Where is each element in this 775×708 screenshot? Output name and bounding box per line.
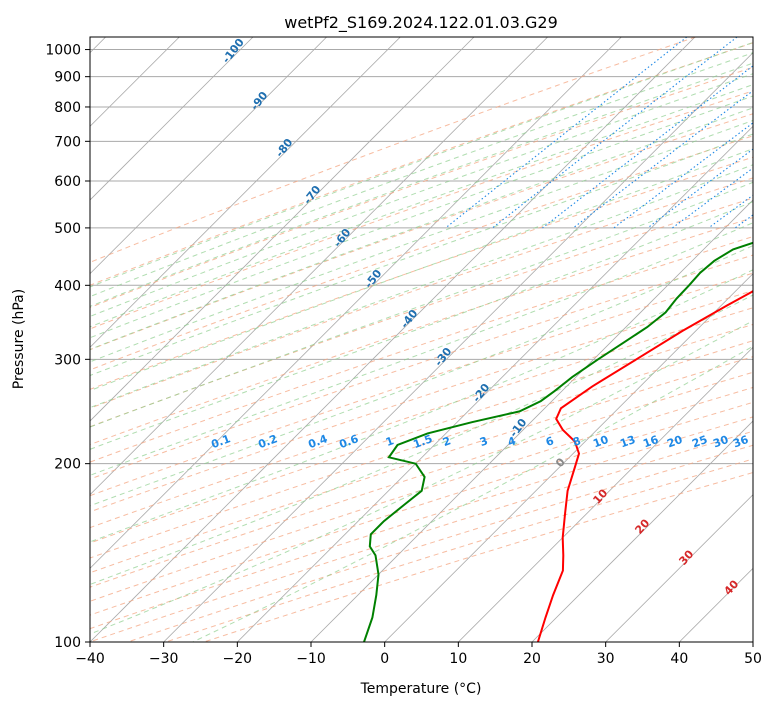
y-tick-label: 900 (54, 70, 81, 86)
dry-adiabat (90, 37, 696, 263)
temperature-profile (536, 290, 753, 642)
x-tick-label: −40 (75, 651, 105, 667)
mixing-ratio-label: 10 (591, 433, 610, 451)
x-tick-label: −20 (223, 651, 253, 667)
moist-adiabat (90, 73, 753, 317)
mixing-ratio-label: 30 (711, 433, 730, 451)
isotherm-line (458, 346, 753, 642)
moist-adiabat (90, 294, 753, 586)
sounding-profiles (363, 241, 753, 642)
dry-adiabat (90, 386, 753, 602)
dry-adiabat (90, 290, 753, 513)
moist-adiabat (90, 148, 753, 392)
mixing-ratio-label: 0.6 (337, 432, 360, 451)
y-tick-label: 200 (54, 457, 81, 473)
isotherm-line (384, 273, 753, 642)
mixing-ratio-label: 1.5 (411, 432, 434, 451)
mixing-ratio-line (572, 90, 753, 229)
mixing-ratio-label: 4 (506, 434, 518, 449)
mixing-ratio-line (672, 167, 753, 229)
x-tick-label: −30 (149, 651, 179, 667)
mixing-ratio-label: 0.1 (209, 432, 232, 451)
isotherm-line (90, 37, 475, 422)
isotherm-line (531, 420, 753, 642)
y-axis: 100 200 300 400 500 600 700 800 900 1000 (45, 43, 90, 651)
moist-adiabat (90, 201, 753, 450)
x-axis: −40 −30 −20 −10 0 10 20 30 40 50 (75, 642, 762, 667)
dewpoint-profile (363, 241, 753, 642)
moist-adiabat (90, 95, 753, 339)
isotherm-line (90, 37, 548, 496)
dry-adiabat (90, 42, 753, 286)
mixing-ratio-label: 2 (441, 434, 453, 449)
mixing-ratio-label: 13 (618, 433, 637, 450)
moist-adiabat (90, 52, 753, 298)
moist-adiabat (90, 41, 753, 288)
y-tick-label: 400 (54, 278, 81, 294)
y-axis-label: Pressure (hPa) (11, 289, 27, 389)
moist-adiabat (90, 245, 753, 507)
isotherm-line (310, 199, 753, 642)
dry-adiabat (90, 356, 753, 574)
x-tick-label: 20 (523, 651, 541, 667)
x-axis-label: Temperature (°C) (360, 681, 482, 697)
dry-adiabat (90, 177, 753, 409)
isotherm-line (90, 37, 622, 569)
mixing-ratio-label: 0.4 (306, 432, 329, 451)
x-tick-label: 40 (670, 651, 688, 667)
isotherm-line (90, 37, 401, 348)
isotherm-line (90, 37, 696, 642)
isotherm-line (752, 641, 753, 642)
moist-adiabat (90, 181, 753, 428)
mixing-ratio-label: 36 (731, 433, 750, 451)
mixing-ratio-label: 25 (690, 433, 709, 450)
mixing-ratio-label: 3 (478, 434, 490, 449)
dry-adiabat (90, 113, 753, 351)
moist-adiabat (90, 62, 753, 307)
plot-background (90, 37, 753, 642)
isotherm-line (90, 37, 254, 201)
chart-title: wetPf2_S169.2024.122.01.03.G29 (284, 13, 558, 33)
moist-adiabat (192, 345, 753, 642)
isotherm-line (90, 37, 327, 275)
isotherm-line (605, 494, 753, 642)
x-tick-label: −10 (296, 651, 326, 667)
moist-adiabat (90, 119, 753, 363)
y-tick-label: 1000 (45, 43, 81, 59)
x-tick-label: 30 (597, 651, 615, 667)
y-tick-label: 300 (54, 352, 81, 368)
background-lines (90, 37, 753, 642)
mixing-ratio-line (492, 37, 738, 229)
dry-adiabat (90, 90, 753, 330)
y-tick-label: 700 (54, 134, 81, 150)
x-tick-label: 50 (744, 651, 762, 667)
y-tick-label: 100 (54, 635, 81, 651)
dry-adiabat (90, 307, 753, 529)
y-tick-label: 600 (54, 174, 81, 190)
mixing-ratio-label: 8 (571, 434, 583, 449)
dry-adiabat (90, 340, 753, 559)
mixing-ratio-label: 20 (665, 433, 684, 451)
y-tick-label: 500 (54, 221, 81, 237)
mixing-ratio-label: 1 (384, 434, 396, 449)
y-tick-label: 800 (54, 100, 81, 116)
x-tick-label: 10 (449, 651, 467, 667)
moist-adiabat (90, 84, 753, 328)
mixing-ratio-label: 0.2 (256, 432, 279, 451)
mixing-ratio-label: 16 (641, 433, 660, 451)
mixing-ratio-label: 6 (544, 434, 556, 449)
dry-adiabat (90, 254, 753, 480)
mixing-ratio-line (542, 65, 753, 229)
moist-adiabat (90, 269, 753, 543)
x-tick-label: 0 (380, 651, 389, 667)
plot-frame (89, 36, 754, 643)
